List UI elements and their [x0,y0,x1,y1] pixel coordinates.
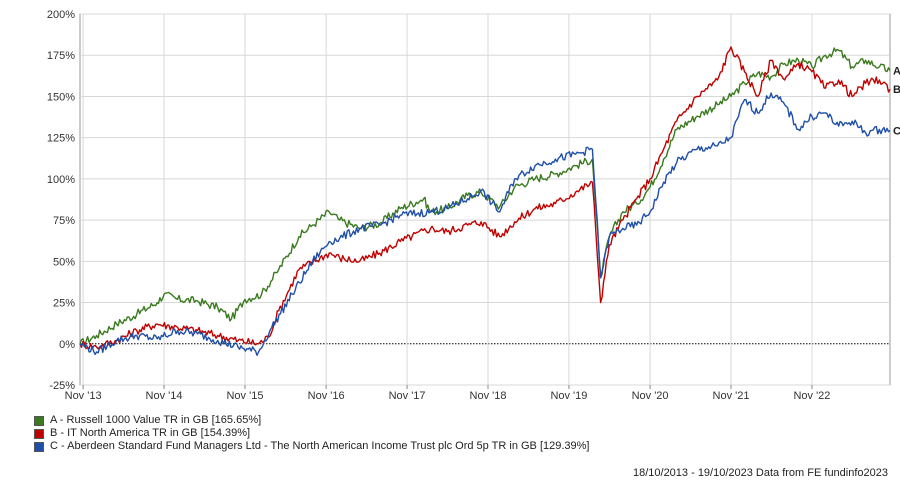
series-end-label-c: C [893,125,900,137]
series-end-labels: AB C [893,66,900,138]
x-tick-label: Nov '14 [146,390,183,402]
legend-label-b: B - IT North America TR in GB [154.39%] [50,427,251,439]
series-end-label-b: B [893,84,900,96]
y-tick-label: 200% [47,9,75,21]
x-tick-label: Nov '18 [470,390,507,402]
y-tick-label: 125% [47,133,75,145]
legend-swatch-a [34,415,44,426]
x-tick-label: Nov '19 [550,390,587,402]
y-tick-label: 150% [47,91,75,103]
legend-label-a: A - Russell 1000 Value TR in GB [165.65%… [50,414,262,426]
legend: A - Russell 1000 Value TR in GB [165.65%… [34,414,589,453]
series-lines [79,46,891,356]
legend-item-b[interactable]: B - IT North America TR in GB [154.39%] [34,427,589,440]
y-tick-label: 50% [53,256,75,268]
y-tick-label: 25% [53,298,75,310]
x-tick-label: Nov '20 [632,390,669,402]
series-line-c [79,92,891,356]
x-tick-label: Nov '13 [65,390,102,402]
line-chart: -25% 0% 25% 50% 75% 100% 125% 150% 175% 200% Nov '… [47,9,900,402]
y-tick-label: 100% [47,174,75,186]
legend-item-a[interactable]: A - Russell 1000 Value TR in GB [165.65%… [34,414,589,427]
legend-swatch-c [34,441,44,452]
axes: -25% 0% 25% 50% 75% 100% 125% 150% 175% 200% Nov '… [47,9,831,402]
x-tick-label: Nov '22 [793,390,830,402]
x-tick-label: Nov '16 [308,390,345,402]
x-tick-label: Nov '17 [389,390,426,402]
x-tick-label: Nov '21 [713,390,750,402]
x-tick-label: Nov '15 [226,390,263,402]
series-line-b [79,46,891,350]
y-tick-label: -25% [49,380,75,392]
legend-swatch-b [34,428,44,439]
y-tick-label: 75% [53,215,75,227]
data-source-footer: 18/10/2013 - 19/10/2023 Data from FE fun… [632,467,888,479]
y-tick-label: 0% [59,339,75,351]
y-tick-label: 175% [47,50,75,62]
legend-item-c[interactable]: C - Aberdeen Standard Fund Managers Ltd … [34,440,589,453]
series-end-label-a: A [893,66,900,78]
legend-label-c: C - Aberdeen Standard Fund Managers Ltd … [50,440,590,452]
